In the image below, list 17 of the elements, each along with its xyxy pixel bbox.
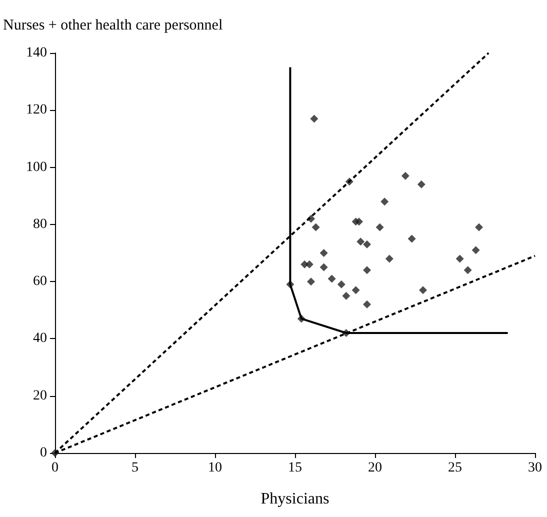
x-tick-label: 15	[288, 460, 302, 476]
y-tick-label: 80	[33, 216, 47, 232]
y-tick-label: 120	[26, 102, 47, 118]
x-tick-label: 5	[132, 460, 138, 476]
x-tick-label: 0	[52, 460, 58, 476]
x-axis-title: Physicians	[260, 490, 330, 508]
x-tick-label: 30	[528, 460, 542, 476]
y-tick-label: 20	[33, 388, 47, 404]
x-tick-label: 10	[208, 460, 222, 476]
x-tick-label: 25	[448, 460, 462, 476]
x-tick-label: 20	[368, 460, 382, 476]
y-tick-label: 0	[40, 446, 47, 460]
y-tick-label: 60	[33, 274, 47, 290]
y-tick-label: 100	[26, 160, 47, 175]
y-tick-label: 40	[33, 331, 47, 346]
y-axis-title: Nurses + other health care personnel	[3, 18, 223, 34]
y-tick-label: 140	[26, 46, 47, 60]
